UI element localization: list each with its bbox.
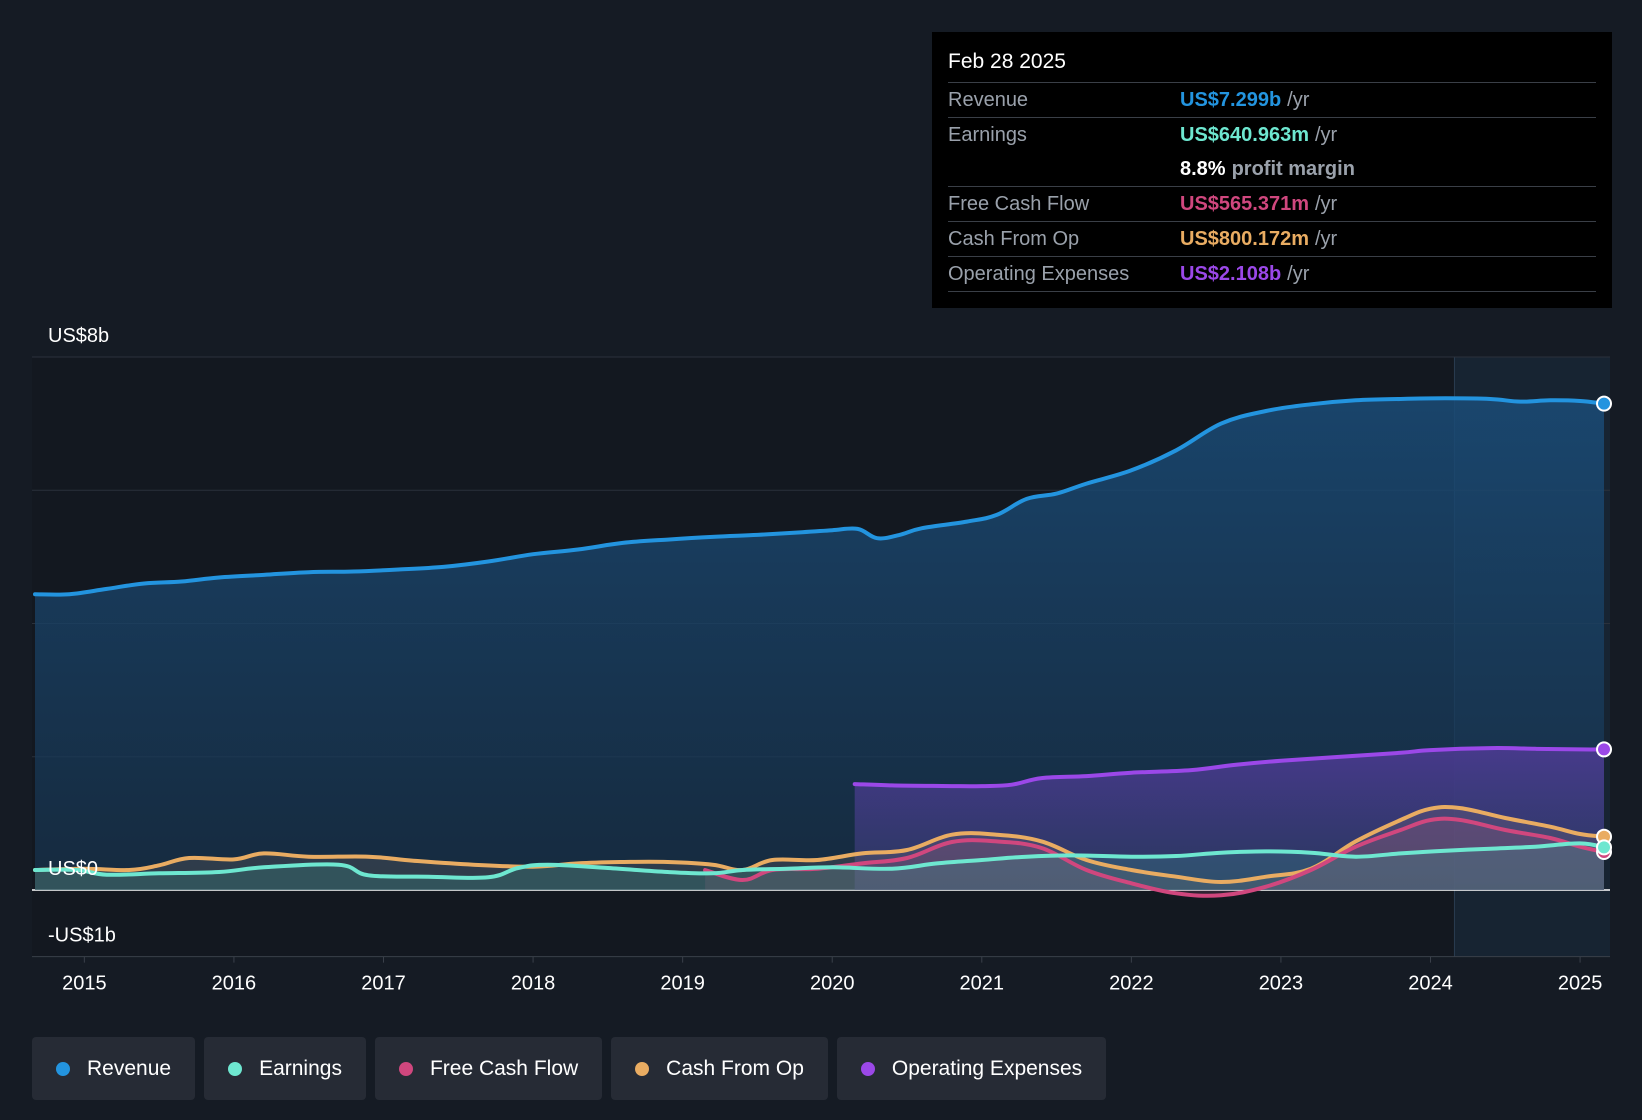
chart-plot-area: US$8b US$0 -US$1b 2015 2016 2017 2018 2019 2020 2…	[32, 325, 1613, 995]
tooltip-unit: profit margin	[1231, 157, 1355, 180]
tooltip-label: Operating Expenses	[948, 262, 1130, 285]
earnings-end-marker	[1596, 839, 1613, 856]
tooltip-row-revenue: Revenue US$7.299b /yr	[948, 83, 1596, 118]
tooltip-row-cash-from-op: Cash From Op US$800.172m /yr	[948, 222, 1596, 257]
x-tick-label: 2021	[960, 973, 1005, 995]
cash-from-op-dot-icon	[635, 1061, 650, 1076]
tooltip-value-cash-from-op: US$800.172m	[1180, 227, 1309, 250]
tooltip-unit: /yr	[1314, 227, 1338, 250]
tooltip-label: Cash From Op	[948, 227, 1080, 250]
tooltip-value-free-cash-flow: US$565.371m	[1180, 192, 1309, 215]
earnings-dot-icon	[228, 1061, 243, 1076]
tooltip-unit: /yr	[1287, 88, 1310, 111]
x-tick-label: 2024	[1408, 973, 1453, 995]
tooltip-label: Earnings	[948, 123, 1027, 146]
earnings-line	[33, 841, 1606, 880]
x-tick-label: 2020	[810, 973, 855, 995]
legend-item-revenue[interactable]: Revenue	[32, 1037, 196, 1100]
tooltip-value-earnings: US$640.963m	[1180, 123, 1309, 146]
tooltip-date: Feb 28 2025	[948, 46, 1596, 83]
x-tick-label: 2017	[361, 973, 406, 995]
legend-item-free-cash-flow[interactable]: Free Cash Flow	[374, 1037, 603, 1100]
tooltip-row-operating-expenses: Operating Expenses US$2.108b /yr	[948, 257, 1596, 292]
tooltip-value-profit-margin: 8.8%	[1180, 157, 1226, 180]
y-axis-label: -US$1b	[48, 925, 116, 947]
cash-from-op-area	[35, 806, 1604, 890]
x-tick-label: 2015	[62, 973, 107, 995]
revenue-line	[33, 396, 1606, 597]
free-cash-flow-dot-icon	[398, 1061, 413, 1076]
chart-legend: Revenue Earnings Free Cash Flow Cash Fro…	[32, 1037, 1107, 1100]
legend-label: Operating Expenses	[891, 1056, 1083, 1080]
legend-item-cash-from-op[interactable]: Cash From Op	[611, 1037, 828, 1100]
x-tick-label: 2018	[511, 973, 556, 995]
tooltip-row-profit-margin: 8.8% profit margin	[948, 152, 1596, 187]
free-cash-flow-line	[703, 816, 1606, 898]
operating-expenses-dot-icon	[860, 1061, 875, 1076]
legend-label: Revenue	[87, 1056, 172, 1080]
revenue-dot-icon	[56, 1061, 70, 1076]
tooltip-row-earnings: Earnings US$640.963m /yr	[948, 118, 1596, 152]
legend-item-operating-expenses[interactable]: Operating Expenses	[836, 1037, 1107, 1100]
x-tick-label: 2022	[1109, 973, 1154, 995]
tooltip-value-revenue: US$7.299b	[1180, 88, 1282, 111]
y-axis-label: US$8b	[48, 325, 109, 347]
legend-label: Cash From Op	[666, 1056, 804, 1080]
operating-expenses-line	[852, 746, 1606, 789]
x-tick-label: 2025	[1558, 973, 1603, 995]
tooltip-value-operating-expenses: US$2.108b	[1180, 262, 1282, 285]
cash-from-op-line	[33, 804, 1606, 884]
tooltip-row-free-cash-flow: Free Cash Flow US$565.371m /yr	[948, 187, 1596, 222]
tooltip-label: Revenue	[948, 88, 1029, 111]
legend-label: Earnings	[259, 1056, 342, 1080]
tooltip-unit: /yr	[1287, 262, 1310, 285]
tooltip-unit: /yr	[1314, 123, 1338, 146]
tooltip-unit: /yr	[1314, 192, 1338, 215]
x-tick-label: 2016	[212, 973, 257, 995]
legend-label: Free Cash Flow	[429, 1056, 579, 1080]
x-tick-label: 2019	[660, 973, 705, 995]
tooltip-panel: Feb 28 2025 Revenue US$7.299b /yr Earnin…	[932, 32, 1612, 308]
x-tick-label: 2023	[1259, 973, 1304, 995]
revenue-end-marker	[1596, 395, 1613, 412]
operating-expenses-end-marker	[1596, 741, 1613, 758]
y-axis-label: US$0	[48, 858, 98, 880]
tooltip-label: Free Cash Flow	[948, 192, 1090, 215]
legend-item-earnings[interactable]: Earnings	[204, 1037, 366, 1100]
